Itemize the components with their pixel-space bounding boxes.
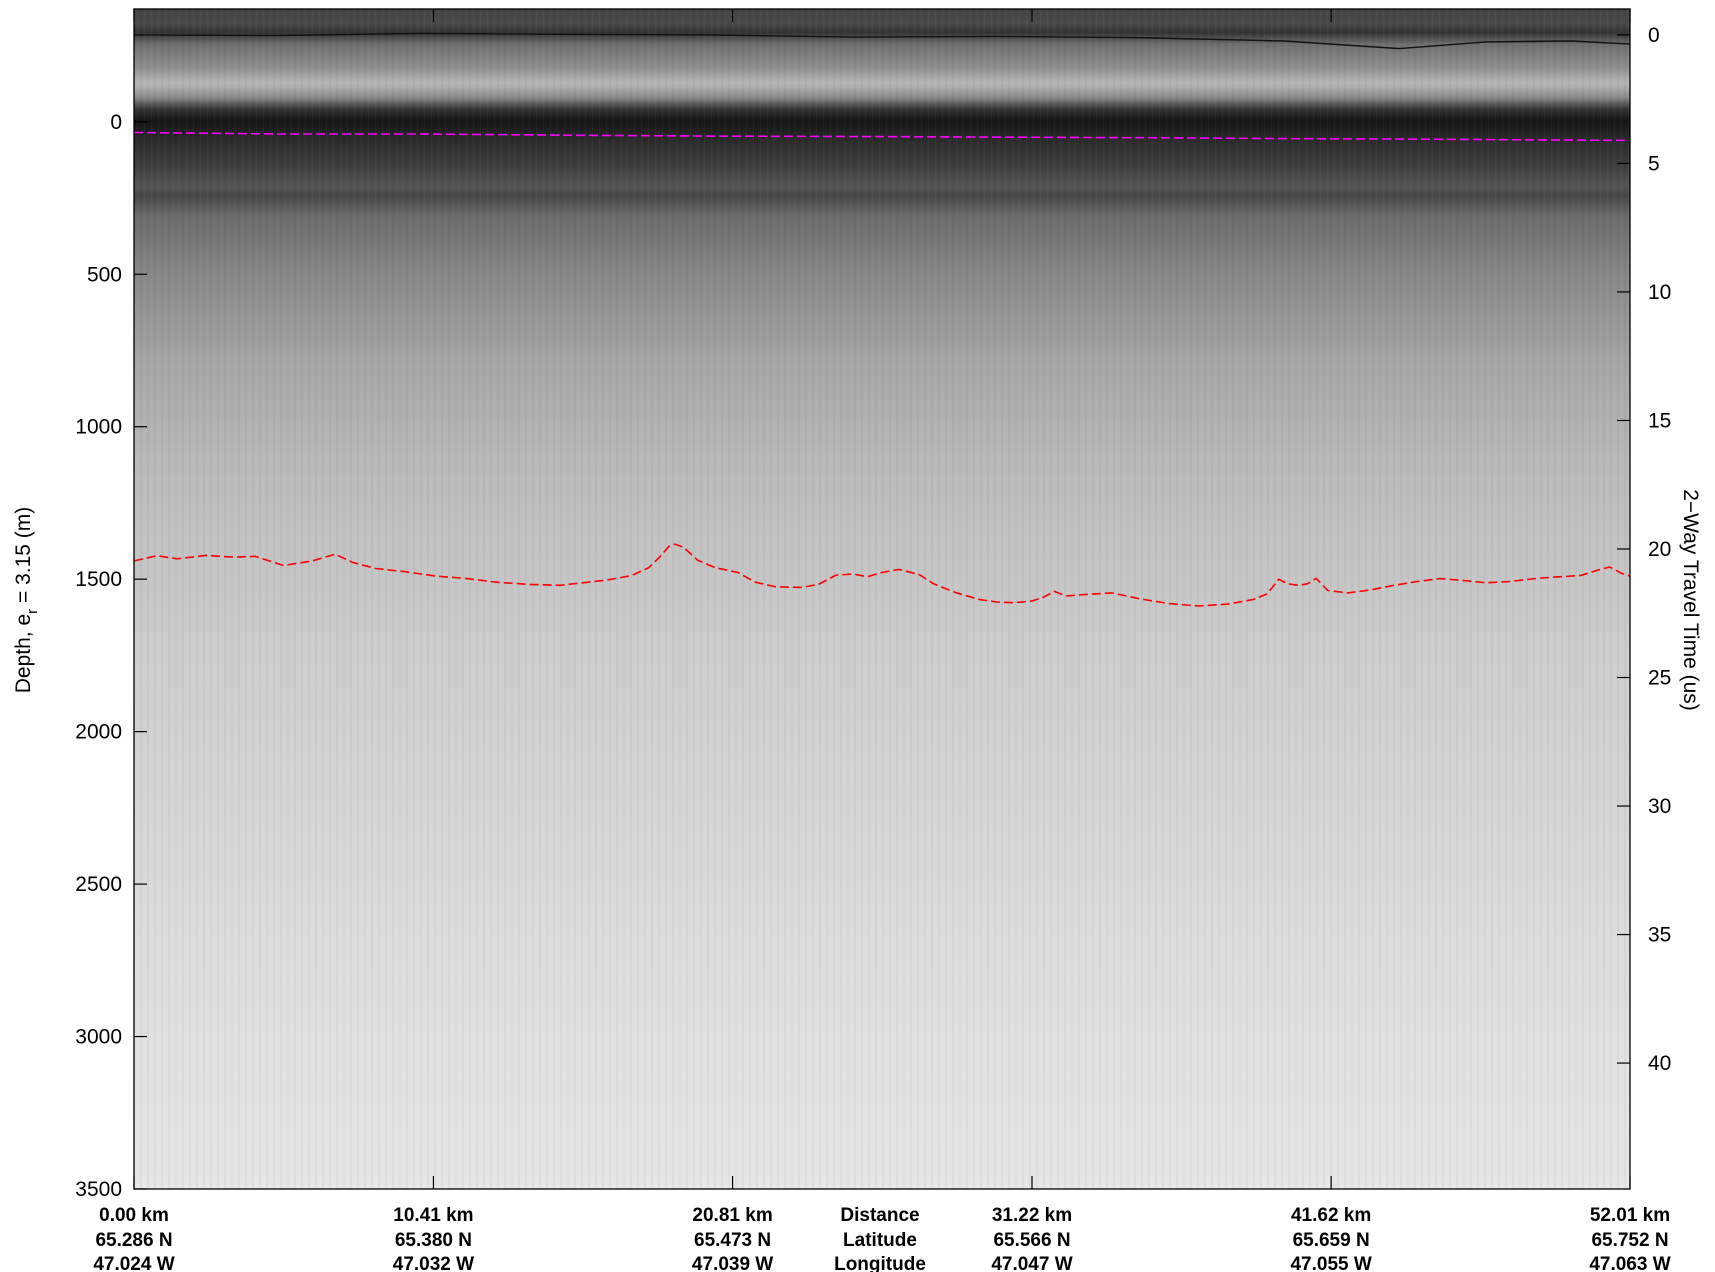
latitude-tick-label: 65.752 N: [1591, 1230, 1668, 1251]
distance-tick-label: 52.01 km: [1590, 1205, 1670, 1226]
right-axis-title: 2−Way Travel Time (us): [1679, 489, 1702, 711]
longitude-tick-label: 47.024 W: [93, 1254, 174, 1272]
depth-tick-label: 3500: [75, 1178, 122, 1201]
latitude-tick-label: 65.380 N: [395, 1230, 472, 1251]
aircraft-surface-return-line: [134, 32, 1630, 50]
latitude-row-label: Latitude: [843, 1230, 917, 1251]
depth-tick-label: 500: [87, 263, 122, 286]
distance-row-label: Distance: [840, 1205, 919, 1226]
twt-tick-label: 0: [1648, 24, 1660, 47]
left-depth-axis: 0 500 1000 1500 2000 2500 3000 3500: [75, 111, 147, 1201]
distance-tick-label: 41.62 km: [1291, 1205, 1371, 1226]
distance-tick-label: 20.81 km: [692, 1205, 772, 1226]
twt-tick-label: 5: [1648, 152, 1660, 175]
depth-tick-label: 0: [110, 111, 122, 134]
ice-surface-pick-line: [134, 131, 1630, 142]
twt-tick-label: 35: [1648, 924, 1671, 947]
pick-layers: [134, 32, 1630, 607]
right-twt-axis: 0 5 10 15 20 25 30 35 40: [1617, 24, 1671, 1075]
depth-tick-label: 1000: [75, 416, 122, 439]
twt-tick-label: 25: [1648, 667, 1671, 690]
twt-tick-label: 20: [1648, 538, 1671, 561]
longitude-tick-label: 47.055 W: [1290, 1254, 1371, 1272]
distance-tick-label: 0.00 km: [99, 1205, 169, 1226]
latitude-tick-label: 65.286 N: [95, 1230, 172, 1251]
distance-tick-label: 10.41 km: [393, 1205, 473, 1226]
bottom-distance-axis: 0.00 km 65.286 N 47.024 W 10.41 km 65.380 N 4…: [93, 9, 1671, 1272]
plot-frame: [133, 8, 1631, 1190]
depth-tick-label: 2000: [75, 721, 122, 744]
latitude-tick-label: 65.473 N: [694, 1230, 771, 1251]
twt-tick-label: 40: [1648, 1052, 1671, 1075]
longitude-tick-label: 47.063 W: [1589, 1254, 1670, 1272]
depth-tick-label: 2500: [75, 873, 122, 896]
latitude-tick-label: 65.566 N: [993, 1230, 1070, 1251]
longitude-row-label: Longitude: [834, 1254, 926, 1272]
depth-tick-label: 1500: [75, 568, 122, 591]
twt-tick-label: 30: [1648, 795, 1671, 818]
distance-tick-label: 31.22 km: [992, 1205, 1072, 1226]
depth-tick-label: 3000: [75, 1026, 122, 1049]
longitude-tick-label: 47.039 W: [692, 1254, 773, 1272]
twt-tick-label: 15: [1648, 409, 1671, 432]
twt-tick-label: 10: [1648, 281, 1671, 304]
longitude-tick-label: 47.047 W: [991, 1254, 1072, 1272]
left-axis-title: Depth, er = 3.15 (m): [12, 507, 41, 694]
longitude-tick-label: 47.032 W: [393, 1254, 474, 1272]
latitude-tick-label: 65.659 N: [1293, 1230, 1370, 1251]
radargram-texture: [134, 9, 1630, 1189]
